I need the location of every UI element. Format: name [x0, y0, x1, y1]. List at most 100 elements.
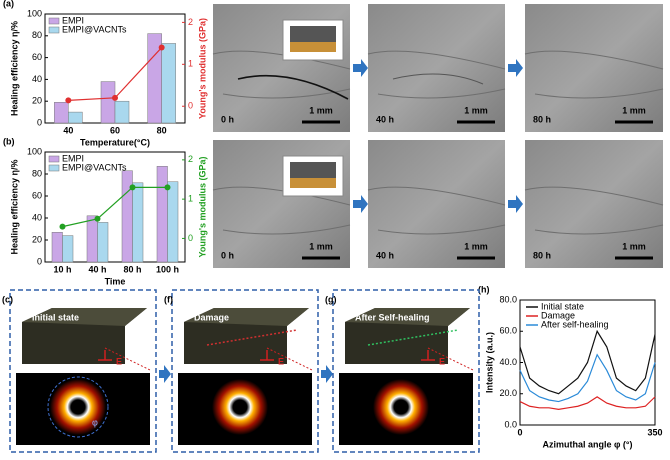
bar: [97, 222, 109, 263]
series-line: [519, 329, 656, 395]
field-label: E: [439, 356, 445, 366]
inset-layer: [290, 178, 336, 188]
bar: [161, 43, 176, 124]
x-axis-label: Azimuthal angle φ (°): [542, 439, 632, 449]
texture: [367, 186, 506, 235]
x-tick-label: 350: [647, 427, 662, 437]
y2-line: [62, 186, 168, 228]
y2-tick-label: 2: [188, 17, 193, 27]
field-label: E: [278, 356, 284, 366]
panel-box: [9, 289, 157, 453]
panel-label: (c): [2, 294, 13, 304]
chart-title: (a): [3, 0, 14, 8]
scale-label: 1 mm: [309, 105, 333, 115]
saxs-ring: [212, 379, 268, 435]
cube-top: [345, 308, 470, 326]
field-line: [427, 347, 474, 371]
y-tick-label: 100: [27, 146, 42, 156]
scale-label: 1 mm: [464, 241, 488, 251]
legend-swatch: [48, 17, 60, 25]
x-tick-label: 60: [110, 125, 120, 135]
arrow: [159, 365, 171, 383]
scale-label: 1 mm: [622, 241, 646, 251]
y-tick-label: 20.0: [499, 388, 517, 398]
panel-box: [171, 289, 319, 453]
y-axis-label: Healing efficiency η/%: [9, 159, 19, 254]
panel-label: (f): [164, 294, 173, 304]
y2-tick-label: 0: [188, 101, 193, 111]
time-label: 0 h: [221, 114, 234, 124]
y-tick-label: 0.0: [504, 419, 517, 429]
chart-title: (b): [3, 136, 15, 146]
y-tick-label: 0: [37, 117, 42, 127]
y-tick-label: 40.0: [499, 357, 517, 367]
y-tick-label: 80: [32, 168, 42, 178]
legend-label: After self-healing: [541, 319, 609, 329]
x-tick-label: 0: [517, 427, 522, 437]
cube-top: [22, 308, 147, 326]
panel-box: [332, 289, 480, 453]
inset-layer: [290, 42, 336, 52]
y2-tick-label: 0: [188, 233, 193, 243]
y-tick-label: 20: [32, 234, 42, 244]
texture: [367, 50, 506, 99]
texture: [524, 50, 664, 99]
y-tick-label: 20: [32, 96, 42, 106]
x-tick-label: 80: [157, 125, 167, 135]
y2-point: [164, 184, 171, 191]
sem-image: [368, 140, 505, 268]
panel-title: initial state: [32, 312, 79, 322]
time-label: 40 h: [376, 250, 394, 260]
texture: [212, 186, 351, 235]
bar: [86, 215, 98, 263]
arrow: [321, 365, 333, 383]
y-tick-label: 60: [32, 190, 42, 200]
inset-layer: [290, 162, 336, 178]
bar: [167, 181, 179, 263]
y2-point: [129, 184, 136, 191]
field-mark: [260, 350, 274, 361]
crack: [237, 74, 349, 100]
y2-tick-label: 1: [188, 194, 193, 204]
legend-swatch: [48, 26, 60, 34]
legend-label: EMPI@VACNTs: [62, 162, 127, 172]
bar: [68, 111, 83, 124]
y-tick-label: 0: [37, 256, 42, 266]
arrow: [353, 195, 368, 213]
legend-label: EMPI@VACNTs: [62, 24, 127, 34]
time-label: 80 h: [533, 250, 551, 260]
angle-label: φ: [92, 417, 98, 427]
y-tick-label: 60: [32, 52, 42, 62]
x-tick-label: 40: [63, 125, 73, 135]
chart-title: (h): [478, 284, 490, 294]
damage-line: [206, 329, 298, 346]
bar: [54, 102, 69, 124]
panel-title: Damage: [194, 312, 229, 322]
y-tick-label: 80: [32, 30, 42, 40]
y-tick-label: 40: [32, 212, 42, 222]
arrow: [508, 59, 523, 77]
sem-image: [525, 4, 663, 132]
bar: [51, 232, 63, 263]
crack: [392, 73, 484, 85]
field-line: [104, 347, 151, 371]
y2-axis-label: Young's modulus (GPa): [197, 157, 207, 258]
time-label: 40 h: [376, 114, 394, 124]
field-line: [266, 347, 313, 371]
time-label: 0 h: [221, 250, 234, 260]
scale-label: 1 mm: [309, 241, 333, 251]
panel-label: (g): [325, 294, 337, 304]
texture: [524, 186, 664, 235]
cube-top: [184, 308, 309, 326]
field-label: E: [116, 356, 122, 366]
series-line: [519, 396, 656, 410]
panel-title: After Self-healing: [355, 312, 430, 322]
bar: [62, 235, 74, 263]
saxs-ring: [50, 379, 106, 435]
y-tick-label: 60.0: [499, 326, 517, 336]
y-axis-label: Healing efficiency η/%: [9, 21, 19, 116]
bar: [121, 170, 133, 263]
guide-circle: [47, 376, 109, 438]
field-mark: [421, 350, 435, 361]
